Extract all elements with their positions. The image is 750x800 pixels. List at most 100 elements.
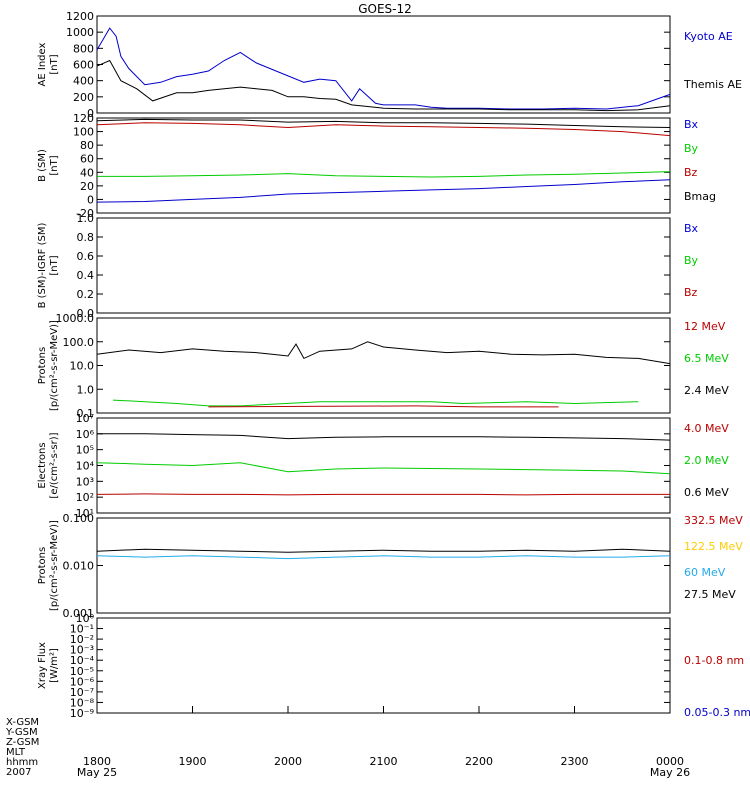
x-tick-label: 0000 bbox=[656, 755, 684, 768]
legend-entry: 60 MeV bbox=[684, 566, 726, 579]
x-row-label: MLT bbox=[6, 747, 26, 758]
series-line bbox=[96, 493, 670, 496]
y-axis-label: [e/(cm²-s-sr)] bbox=[49, 432, 60, 498]
y-tick-label: 10⁻³ bbox=[70, 644, 94, 657]
x-tick-label: 1900 bbox=[179, 755, 207, 768]
y-tick-label: 80 bbox=[80, 139, 94, 152]
y-tick-label: 60 bbox=[80, 153, 94, 166]
y-tick-label: 10⁷ bbox=[76, 412, 94, 425]
y-tick-label: -20 bbox=[76, 207, 94, 220]
y-tick-label: 0.6 bbox=[77, 250, 95, 263]
y-tick-label: 0 bbox=[87, 107, 94, 120]
series-line bbox=[97, 171, 671, 178]
x-tick-label: 2200 bbox=[465, 755, 493, 768]
x-row-label: 2007 bbox=[6, 767, 31, 778]
series-line bbox=[96, 27, 671, 110]
legend-entry: Bz bbox=[684, 166, 698, 179]
y-tick-label: 10² bbox=[76, 491, 94, 504]
legend-entry: 2.0 MeV bbox=[684, 454, 729, 467]
panel-6: 0.001 0.010 0.100 Protons [p/(cm²-s-sr-MeV)]… bbox=[37, 512, 743, 620]
y-tick-label: 600 bbox=[73, 59, 94, 72]
legend-entry: 4.0 MeV bbox=[684, 422, 729, 435]
x-date-label: May 25 bbox=[77, 766, 117, 779]
series-line bbox=[96, 118, 671, 128]
y-tick-label: 10⁻⁶ bbox=[70, 675, 95, 688]
panel-frame bbox=[96, 15, 671, 114]
y-axis-label: [nT] bbox=[49, 255, 60, 275]
legend-entry: Bx bbox=[684, 118, 699, 131]
panel-5: 10¹ 10² 10³ 10⁴ 10⁵ 10⁶ 10⁷ Electrons [e/(cm²-s-… bbox=[37, 412, 729, 520]
y-axis-label: B (SM) bbox=[37, 149, 48, 182]
x-row-label: Y-GSM bbox=[5, 727, 38, 738]
y-axis-label: AE Index bbox=[37, 42, 48, 86]
legend-entry: Bmag bbox=[684, 190, 716, 203]
y-tick-label: 10⁻⁹ bbox=[70, 707, 94, 720]
y-tick-label: 800 bbox=[73, 42, 94, 55]
series-line bbox=[96, 341, 671, 365]
y-tick-label: 10³ bbox=[76, 475, 94, 488]
legend-entry: 0.1-0.8 nm bbox=[684, 654, 744, 667]
legend-entry: 122.5 MeV bbox=[684, 540, 743, 553]
y-tick-label: 100.0 bbox=[63, 336, 95, 349]
legend-entry: Themis AE bbox=[683, 78, 742, 91]
y-axis-label: [W/m²] bbox=[49, 648, 60, 683]
y-tick-label: 0.100 bbox=[63, 512, 95, 525]
legend-entry: 0.6 MeV bbox=[684, 486, 729, 499]
y-tick-label: 10⁶ bbox=[76, 428, 95, 441]
y-axis-label: Electrons bbox=[37, 442, 48, 488]
y-tick-label: 20 bbox=[80, 180, 94, 193]
series-line bbox=[96, 122, 671, 137]
plot-title: GOES-12 bbox=[358, 2, 412, 16]
y-axis-label: [p/(cm²-s-sr-MeV)] bbox=[49, 520, 60, 611]
x-tick-label: 1800 bbox=[83, 755, 111, 768]
y-tick-label: 1000 bbox=[66, 26, 94, 39]
y-tick-label: 1.0 bbox=[77, 212, 95, 225]
x-tick-label: 2000 bbox=[274, 755, 302, 768]
series-line bbox=[96, 179, 671, 203]
y-tick-label: 0.1 bbox=[77, 407, 95, 420]
y-tick-label: 0.2 bbox=[77, 288, 95, 301]
y-tick-label: 0.0 bbox=[77, 307, 95, 320]
y-tick-label: 10¹ bbox=[76, 507, 94, 520]
y-tick-label: 10⁻¹ bbox=[70, 623, 94, 636]
series-line bbox=[208, 405, 559, 408]
y-tick-label: 10⁻⁸ bbox=[70, 696, 95, 709]
panel-4: 0.1 1.0 10.0 100.0 1000.0 Protons [p/(cm²-s-sr… bbox=[37, 312, 729, 420]
legend-entry: 332.5 MeV bbox=[684, 514, 743, 527]
y-axis-label: B (SM)-IGRF (SM) bbox=[37, 223, 48, 309]
panel-frame bbox=[96, 117, 671, 214]
panel-frame bbox=[96, 617, 671, 714]
y-axis-label: Protons bbox=[37, 347, 48, 384]
x-tick-label: 2100 bbox=[370, 755, 398, 768]
legend-entry: 2.4 MeV bbox=[684, 384, 729, 397]
x-row-label: X-GSM bbox=[6, 717, 39, 728]
y-tick-label: 10⁵ bbox=[76, 444, 94, 457]
legend-entry: Bx bbox=[684, 222, 699, 235]
y-tick-label: 10.0 bbox=[70, 360, 95, 373]
series-line bbox=[96, 59, 671, 112]
y-tick-label: 10⁴ bbox=[76, 460, 95, 473]
x-date-label: May 26 bbox=[650, 766, 690, 779]
series-line bbox=[96, 555, 671, 560]
y-axis-label: [nT] bbox=[49, 54, 60, 74]
panel-3: 0.0 0.2 0.4 0.6 0.8 1.0 B (SM)-IGRF (SM) [nT] Bx… bbox=[37, 212, 699, 320]
y-tick-label: 100 bbox=[73, 126, 94, 139]
y-tick-label: 1200 bbox=[66, 10, 94, 23]
legend-entry: Kyoto AE bbox=[684, 30, 733, 43]
legend-entry: By bbox=[684, 254, 699, 267]
y-tick-label: 120 bbox=[73, 112, 94, 125]
legend-entry: 0.05-0.3 nm bbox=[684, 706, 750, 719]
y-tick-label: 10⁻⁴ bbox=[70, 654, 95, 667]
y-tick-label: 10⁻⁷ bbox=[70, 686, 94, 699]
series-line bbox=[96, 548, 671, 553]
y-axis-label: Xray Flux bbox=[37, 642, 48, 689]
x-tick-label: 2300 bbox=[561, 755, 589, 768]
panel-frame bbox=[96, 317, 671, 414]
series-line bbox=[97, 433, 671, 441]
y-tick-label: 10⁰ bbox=[76, 612, 95, 625]
y-axis-label: Protons bbox=[37, 547, 48, 584]
y-tick-label: 0.001 bbox=[63, 607, 95, 620]
